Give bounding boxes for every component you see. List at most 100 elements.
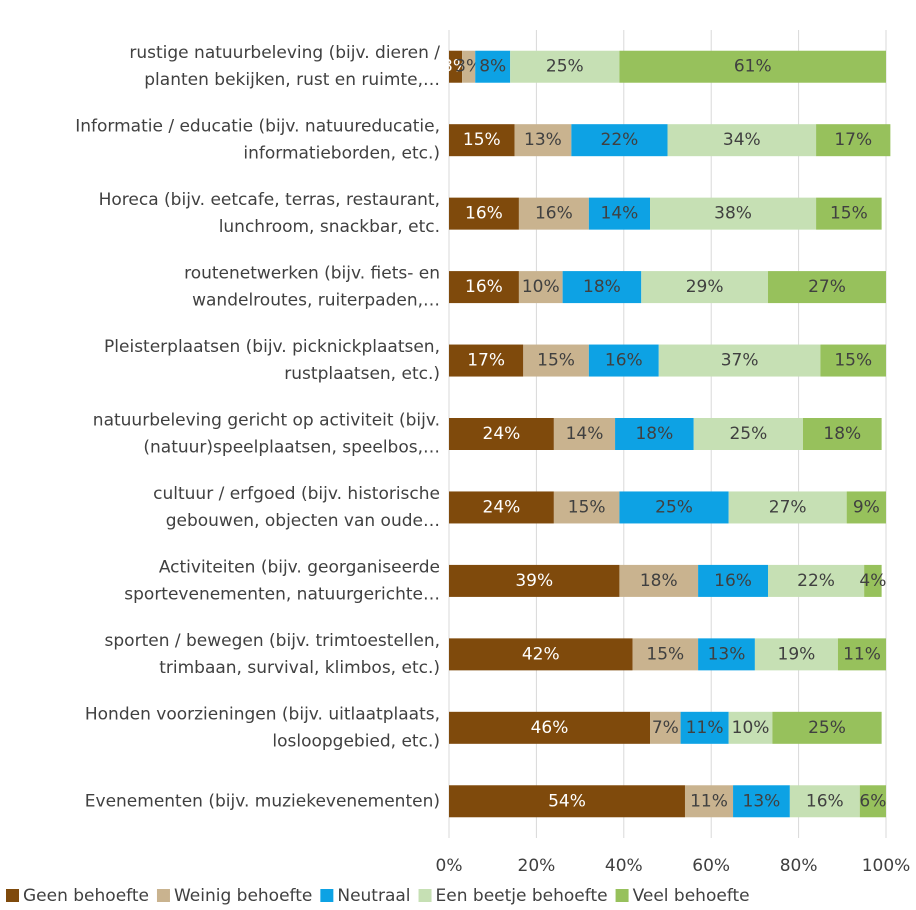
category-label: sporten / bewegen (bijv. trimtoestellen,… <box>105 631 440 678</box>
bar-segment <box>754 638 838 671</box>
bar-segment <box>802 418 882 450</box>
bar-segment <box>449 491 554 524</box>
bar-segment <box>698 638 755 671</box>
legend-label: Een beetje behoefte <box>436 886 608 906</box>
category-label: routenetwerken (bijv. fiets- en wandelrou… <box>184 264 440 311</box>
legend-label: Weinig behoefte <box>174 886 312 906</box>
bar-segment <box>619 491 729 524</box>
data-label: 22% <box>601 130 639 150</box>
legend-label: Neutraal <box>337 886 410 906</box>
bar-segment <box>728 711 773 744</box>
x-tick-label: 60% <box>692 856 730 876</box>
data-label: 15% <box>463 130 501 150</box>
data-label: 25% <box>546 57 584 77</box>
data-label: 11% <box>686 718 724 738</box>
x-tick-label: 40% <box>605 856 643 876</box>
data-label: 22% <box>797 571 835 591</box>
data-label: 16% <box>465 204 503 224</box>
data-label: 24% <box>483 424 521 444</box>
category-label: Evenementen (bijv. muziekevenementen) <box>85 791 440 811</box>
bar-segment <box>693 418 803 450</box>
bar-segment <box>816 124 891 157</box>
bar-segment <box>728 491 847 524</box>
bar-segment <box>632 638 699 671</box>
bar-segment <box>772 711 882 744</box>
data-label: 16% <box>714 571 752 591</box>
data-label: 25% <box>655 497 693 517</box>
data-label: 27% <box>808 277 846 297</box>
legend-swatch <box>6 889 19 902</box>
data-label: 24% <box>483 497 521 517</box>
data-label: 19% <box>778 644 816 664</box>
bar-segment <box>641 271 769 304</box>
data-label: 38% <box>714 204 752 224</box>
bar-segment <box>553 491 620 524</box>
data-label: 6% <box>859 791 886 811</box>
category-label: Horeca (bijv. eetcafe, terras, restauran… <box>99 190 440 237</box>
category-label: Honden voorzieningen (bijv. uitlaatplaat… <box>85 704 440 751</box>
bar-segment <box>475 50 511 83</box>
bar-segment <box>571 124 668 157</box>
data-label: 29% <box>686 277 724 297</box>
data-label: 16% <box>465 277 503 297</box>
bar-segment <box>449 344 524 377</box>
data-label: 10% <box>732 718 770 738</box>
bar-segment <box>449 197 519 230</box>
x-tick-label: 100% <box>862 856 911 876</box>
bar-segment <box>733 785 790 818</box>
data-label: 27% <box>769 497 807 517</box>
bar-segment <box>650 197 817 230</box>
data-label: 25% <box>808 718 846 738</box>
bar-segment <box>619 564 699 597</box>
bar-segment <box>518 271 563 304</box>
data-label: 11% <box>843 644 881 664</box>
data-label: 18% <box>640 571 678 591</box>
legend-swatch <box>615 889 629 902</box>
bar-segment <box>588 197 651 230</box>
bar-segment <box>449 785 685 818</box>
data-label: 16% <box>605 351 643 371</box>
bar-segment <box>768 271 886 304</box>
legend-label: Veel behoefte <box>633 886 750 906</box>
data-label: 14% <box>566 424 604 444</box>
bar-segment <box>658 344 821 377</box>
data-label: 14% <box>601 204 639 224</box>
bar-segment <box>462 50 476 83</box>
legend-swatch <box>156 889 170 902</box>
legend-swatch <box>320 889 334 902</box>
bar-segment <box>684 785 734 818</box>
bar-segment <box>680 711 729 744</box>
category-label: cultuur / erfgoed (bijv. historische gebo… <box>153 484 440 531</box>
data-label: 15% <box>830 204 868 224</box>
data-label: 9% <box>853 497 880 517</box>
bar-segment <box>619 50 886 83</box>
legend-label: Geen behoefte <box>23 886 149 906</box>
data-label: 16% <box>806 791 844 811</box>
bar-segment <box>449 564 620 597</box>
data-label: 37% <box>721 351 759 371</box>
data-label: 17% <box>834 130 872 150</box>
data-label: 34% <box>723 130 761 150</box>
bar-segment <box>698 564 769 597</box>
bar-segment <box>449 50 463 83</box>
bar-segment <box>615 418 694 450</box>
bar-segment <box>449 711 651 744</box>
bar-segment <box>816 197 882 230</box>
bar-segment <box>449 638 633 671</box>
bar-segment <box>449 271 519 304</box>
data-label: 7% <box>652 718 679 738</box>
bar-segment <box>514 124 572 157</box>
data-label: 4% <box>859 571 886 591</box>
data-label: 15% <box>537 351 575 371</box>
category-label: rustige natuurbeleving (bijv. dieren / pl… <box>129 43 440 90</box>
category-label: natuurbeleving gericht op activiteit (bi… <box>93 411 440 458</box>
x-tick-label: 80% <box>780 856 818 876</box>
category-label: Informatie / educatie (bijv. natuureduca… <box>75 117 440 164</box>
legend-swatch <box>418 889 432 902</box>
bar-segment <box>768 564 865 597</box>
bar-segment <box>667 124 817 157</box>
data-label: 18% <box>823 424 861 444</box>
x-tick-label: 0% <box>436 856 463 876</box>
x-tick-label: 20% <box>518 856 556 876</box>
bar-segment <box>820 344 886 377</box>
